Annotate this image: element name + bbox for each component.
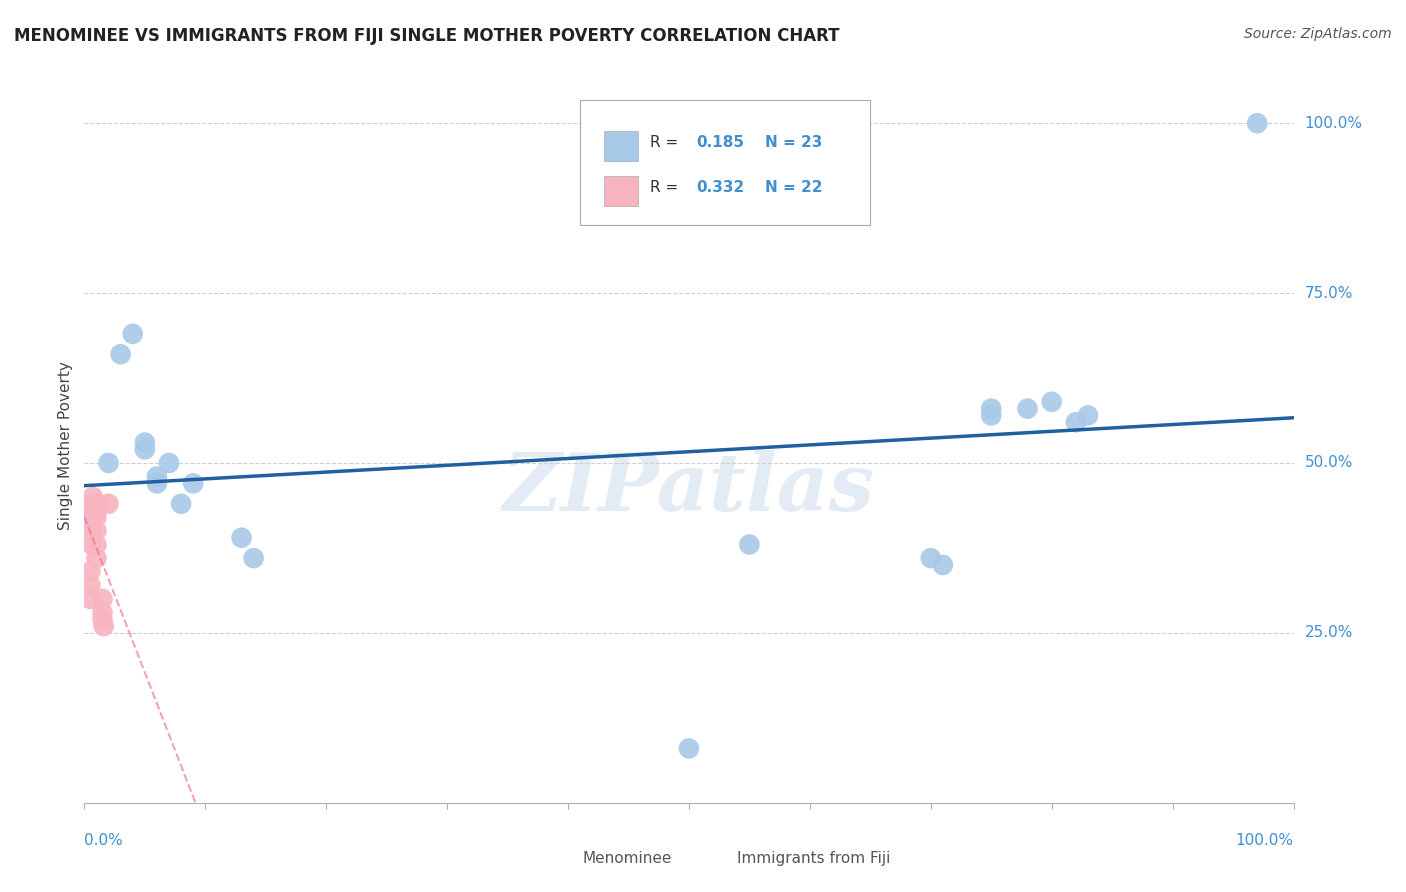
Point [980,401,1002,416]
Point [121,326,143,341]
Text: R =: R = [650,180,683,195]
Point [738,537,761,551]
Y-axis label: Single Mother Poverty: Single Mother Poverty [58,361,73,531]
Point [93,619,115,633]
Point [80,524,103,538]
Point [86,510,108,524]
Point [134,435,156,450]
Text: Source: ZipAtlas.com: Source: ZipAtlas.com [1244,27,1392,41]
Text: 0.185: 0.185 [696,136,744,150]
Text: 25.0%: 25.0% [1305,625,1353,640]
Text: 100.0%: 100.0% [1305,116,1362,131]
Point [134,442,156,457]
Point [86,551,108,566]
Point [79,591,101,606]
Point [231,531,253,545]
FancyBboxPatch shape [605,130,638,161]
Point [980,409,1002,423]
Point [920,551,942,566]
Point [170,497,193,511]
Text: ZIPatlas: ZIPatlas [503,450,875,527]
Point [1064,415,1087,429]
Point [80,537,103,551]
Text: 0.0%: 0.0% [84,833,124,848]
Point [86,503,108,517]
Point [82,497,104,511]
FancyBboxPatch shape [699,847,728,869]
Text: 100.0%: 100.0% [1236,833,1294,848]
Text: N = 22: N = 22 [765,180,823,195]
Point [86,537,108,551]
Point [80,517,103,532]
Point [82,503,104,517]
Point [181,476,204,491]
Text: R =: R = [650,136,683,150]
Point [146,476,169,491]
Point [242,551,264,566]
Text: Immigrants from Fiji: Immigrants from Fiji [737,851,890,866]
Point [86,524,108,538]
Text: 0.332: 0.332 [696,180,744,195]
Point [932,558,955,572]
Point [97,497,120,511]
Point [82,510,104,524]
Text: 50.0%: 50.0% [1305,456,1353,470]
Point [82,490,104,504]
Point [82,503,104,517]
Point [1077,409,1099,423]
FancyBboxPatch shape [581,100,870,225]
Text: Menominee: Menominee [582,851,672,866]
Text: 75.0%: 75.0% [1305,285,1353,301]
Point [97,456,120,470]
Text: MENOMINEE VS IMMIGRANTS FROM FIJI SINGLE MOTHER POVERTY CORRELATION CHART: MENOMINEE VS IMMIGRANTS FROM FIJI SINGLE… [14,27,839,45]
Point [79,565,101,579]
Point [146,469,169,483]
Point [86,497,108,511]
FancyBboxPatch shape [544,847,574,869]
Text: N = 23: N = 23 [765,136,823,150]
Point [1246,116,1268,130]
Point [79,578,101,592]
Point [91,591,114,606]
Point [1040,394,1063,409]
FancyBboxPatch shape [605,176,638,205]
Point [157,456,180,470]
Point [1017,401,1039,416]
Point [91,606,114,620]
Point [91,612,114,626]
Point [110,347,132,361]
Point [678,741,700,756]
